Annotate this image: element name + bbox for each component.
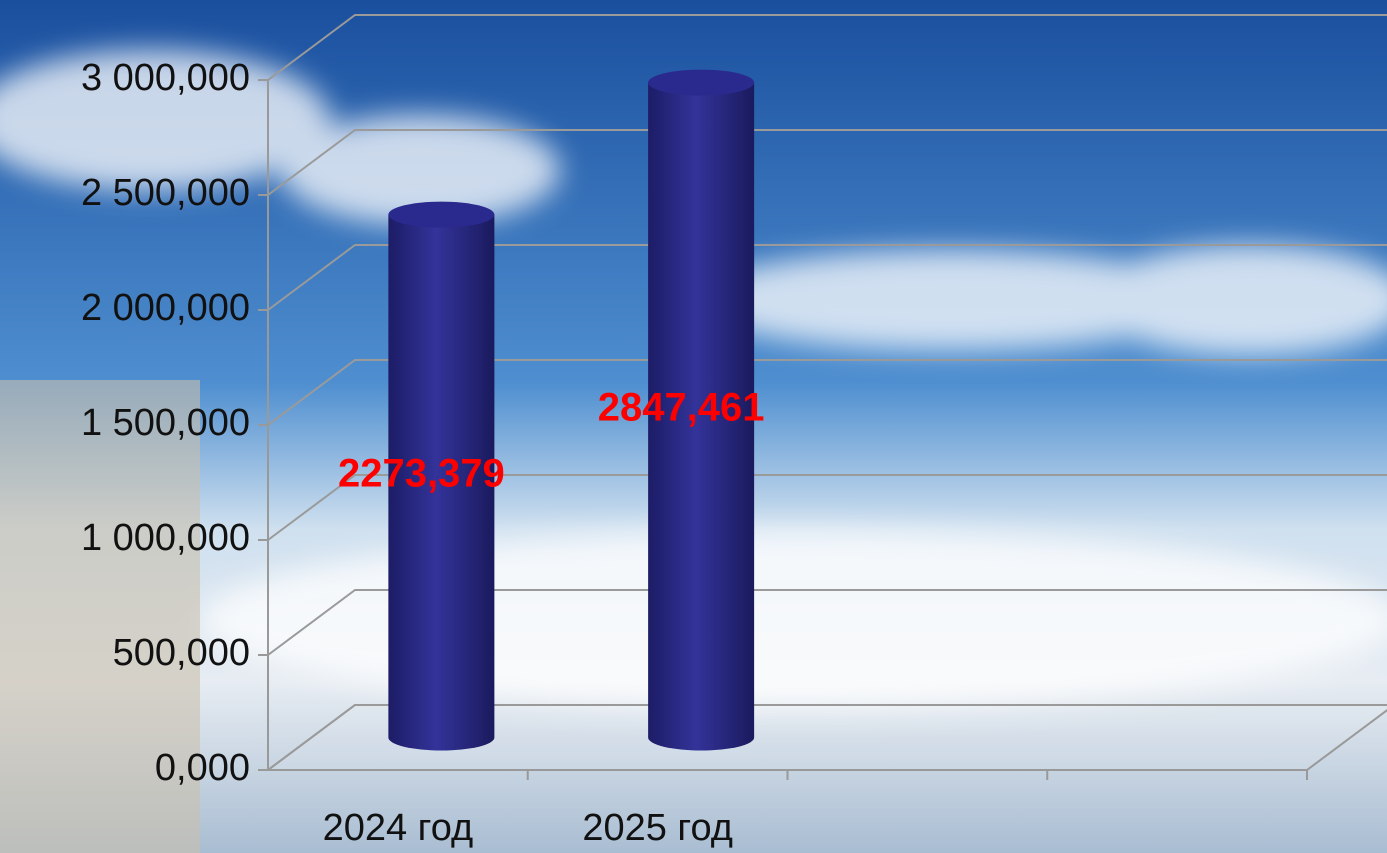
bar-top <box>648 69 755 96</box>
y-tick-label: 500,000 <box>113 632 250 674</box>
grid-line <box>267 589 1387 656</box>
y-tick-label: 2 500,000 <box>81 172 250 214</box>
y-tick-label: 2 000,000 <box>81 287 250 329</box>
grid-line <box>267 244 1387 311</box>
value-label: 2273,379 <box>338 452 505 496</box>
grid-line <box>267 474 1387 541</box>
value-label: 2847,461 <box>598 386 765 430</box>
grid-line <box>267 129 1387 196</box>
grid-line <box>267 704 1387 771</box>
plot: 0,000 500,000 1 000,000 1 500,000 2 000,000 2… <box>81 14 1387 849</box>
x-tick-label: 2024 год <box>323 807 474 849</box>
bar <box>388 214 495 751</box>
y-tick-label: 3 000,000 <box>81 57 250 99</box>
bar <box>648 82 755 751</box>
y-tick-label: 1 000,000 <box>81 517 250 559</box>
grid-line <box>267 14 1387 81</box>
y-tick-label: 1 500,000 <box>81 402 250 444</box>
x-tick-label: 2025 год <box>582 807 733 849</box>
decor-cylinder <box>0 380 200 853</box>
grid-line <box>267 359 1387 426</box>
clouds <box>0 50 1387 710</box>
y-tick-label: 0,000 <box>155 747 250 789</box>
bar-top <box>388 201 495 228</box>
